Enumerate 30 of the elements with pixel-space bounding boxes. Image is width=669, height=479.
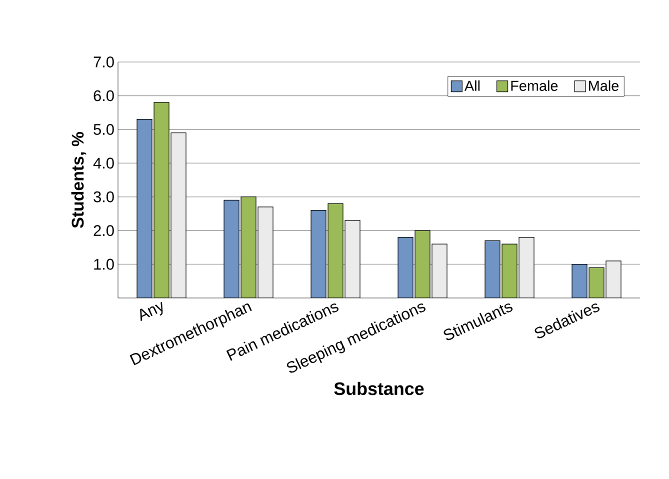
- x-axis-title: Substance: [334, 382, 424, 396]
- bar: [345, 220, 360, 298]
- y-axis-title: Students, %: [71, 132, 86, 228]
- bar: [519, 237, 534, 298]
- y-tick-label: 1.0: [94, 258, 114, 270]
- bar: [485, 240, 500, 298]
- legend-label: Male: [589, 80, 619, 91]
- bar: [415, 230, 430, 298]
- legend-label: Female: [511, 80, 558, 91]
- y-tick-label: 2.0: [94, 225, 114, 236]
- y-tick-label: 3.0: [94, 191, 114, 202]
- bar: [606, 260, 622, 298]
- y-tick-label: 4.0: [93, 158, 114, 169]
- bar: [588, 267, 604, 298]
- bar: [154, 102, 170, 298]
- bar: [502, 244, 518, 298]
- bar: [398, 237, 414, 298]
- bar: [137, 119, 152, 298]
- bar: [432, 244, 448, 298]
- bar: [328, 204, 344, 298]
- legend-label: All: [464, 80, 480, 91]
- y-tick-label: 6.0: [94, 90, 114, 102]
- bar: [311, 210, 326, 298]
- bar: [258, 206, 274, 298]
- bar: [241, 196, 256, 298]
- bar: [171, 132, 186, 298]
- y-tick-label: 5.0: [94, 124, 114, 135]
- bar: [224, 200, 240, 298]
- bar: [572, 264, 588, 298]
- y-tick-label: 7.0: [94, 56, 114, 68]
